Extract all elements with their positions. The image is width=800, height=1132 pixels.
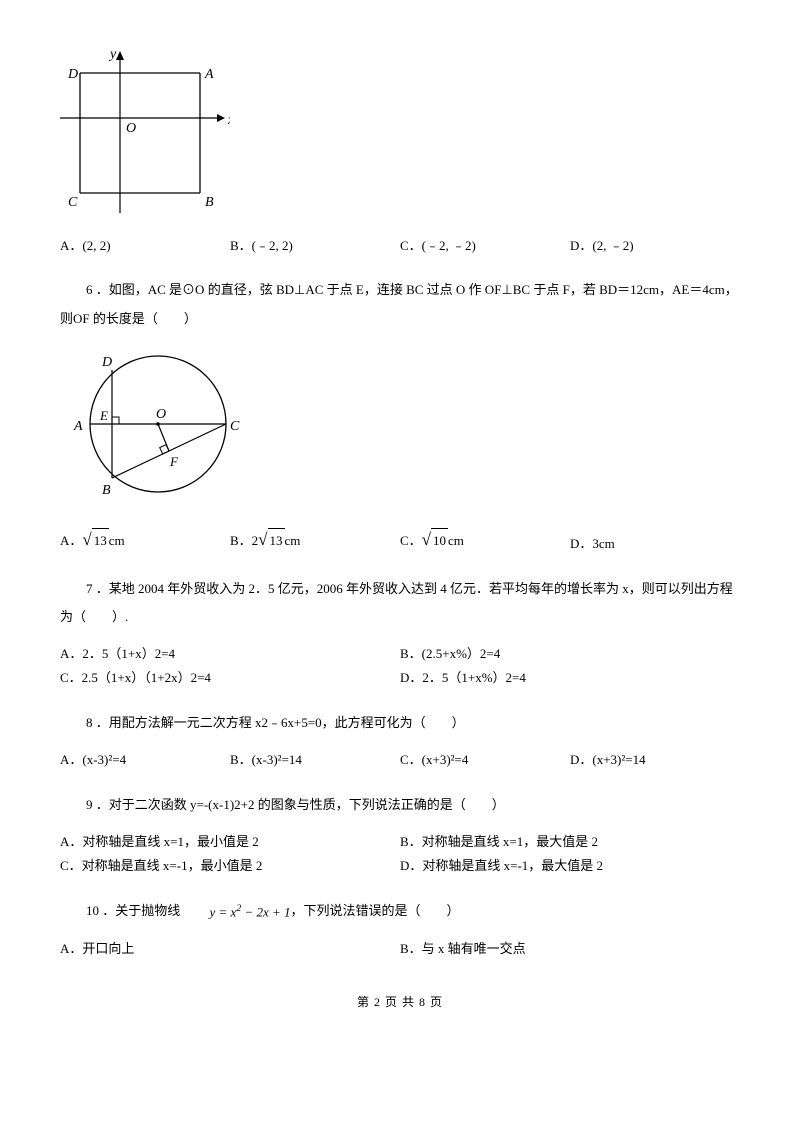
q7-opt-c: C．2.5（1+x）（1+2x）2=4 — [60, 666, 400, 691]
q10-opt-b: B．与 x 轴有唯一交点 — [400, 937, 740, 962]
q7-opt-d: D．2．5（1+x%）2=4 — [400, 666, 740, 691]
q8-options: A．(x-3)²=4 B．(x-3)²=14 C．(x+3)²=4 D．(x+3… — [60, 748, 740, 773]
circle-diagram: D A E O C F B — [60, 344, 245, 504]
q6-text: 6 ．如图，AC 是⊙O 的直径，弦 BD⊥AC 于点 E，连接 BC 过点 O… — [60, 276, 740, 333]
svg-text:D: D — [67, 67, 78, 82]
q8-opt-b: B．(x-3)²=14 — [230, 748, 400, 773]
q6-opt-b: B．2√13cm — [230, 524, 400, 556]
svg-text:E: E — [99, 408, 108, 423]
svg-text:O: O — [156, 407, 166, 422]
q5-options: A．(2, 2) B．(﹣2, 2) C．(﹣2, ﹣2) D．(2, ﹣2) — [60, 234, 740, 259]
page-footer: 第 2 页 共 8 页 — [60, 991, 740, 1014]
q8-opt-a: A．(x-3)²=4 — [60, 748, 230, 773]
q9-opt-d: D．对称轴是直线 x=-1，最大值是 2 — [400, 854, 740, 879]
q10-options: A．开口向上 B．与 x 轴有唯一交点 — [60, 937, 740, 962]
q10-text: 10 ．关于抛物线 y = x2 − 2x + 1，下列说法错误的是（ ） — [60, 897, 740, 926]
q8-opt-d: D．(x+3)²=14 — [570, 748, 740, 773]
q6-figure: D A E O C F B — [60, 344, 740, 513]
svg-text:C: C — [68, 195, 78, 210]
svg-text:D: D — [101, 355, 112, 370]
q5-opt-b: B．(﹣2, 2) — [230, 234, 400, 259]
q7-text: 7 ．某地 2004 年外贸收入为 2．5 亿元，2006 年外贸收入达到 4 … — [60, 575, 740, 632]
q8-text: 8 ．用配方法解一元二次方程 x2﹣6x+5=0，此方程可化为（ ） — [60, 709, 740, 738]
q9-opt-b: B．对称轴是直线 x=1，最大值是 2 — [400, 830, 740, 855]
q5-opt-c: C．(﹣2, ﹣2) — [400, 234, 570, 259]
q7-options: A．2．5（1+x）2=4 B．(2.5+x%）2=4 C．2.5（1+x）（1… — [60, 642, 740, 691]
q7-opt-b: B．(2.5+x%）2=4 — [400, 642, 740, 667]
svg-text:A: A — [73, 419, 83, 434]
svg-text:B: B — [102, 483, 111, 498]
coord-square-diagram: D A C B O x y — [60, 48, 230, 213]
q6-opt-a: A．√13cm — [60, 524, 230, 556]
svg-text:O: O — [126, 121, 136, 136]
q8-opt-c: C．(x+3)²=4 — [400, 748, 570, 773]
svg-text:B: B — [205, 195, 214, 210]
q5-opt-a: A．(2, 2) — [60, 234, 230, 259]
q9-options: A．对称轴是直线 x=1，最小值是 2 B．对称轴是直线 x=1，最大值是 2 … — [60, 830, 740, 879]
svg-text:A: A — [204, 67, 214, 82]
q9-opt-c: C．对称轴是直线 x=-1，最小值是 2 — [60, 854, 400, 879]
q6-opt-d: D．3cm — [570, 532, 740, 557]
q6-options: A．√13cm B．2√13cm C．√10cm D．3cm — [60, 524, 740, 556]
q7-opt-a: A．2．5（1+x）2=4 — [60, 642, 400, 667]
q5-opt-d: D．(2, ﹣2) — [570, 234, 740, 259]
q9-opt-a: A．对称轴是直线 x=1，最小值是 2 — [60, 830, 400, 855]
svg-text:x: x — [227, 113, 230, 128]
q9-text: 9 ．对于二次函数 y=-(x-1)2+2 的图象与性质，下列说法正确的是（ ） — [60, 791, 740, 820]
svg-text:y: y — [108, 48, 117, 62]
svg-text:F: F — [169, 454, 179, 469]
q5-figure: D A C B O x y — [60, 48, 740, 222]
q6-opt-c: C．√10cm — [400, 524, 570, 556]
svg-text:C: C — [230, 419, 240, 434]
q10-opt-a: A．开口向上 — [60, 937, 400, 962]
